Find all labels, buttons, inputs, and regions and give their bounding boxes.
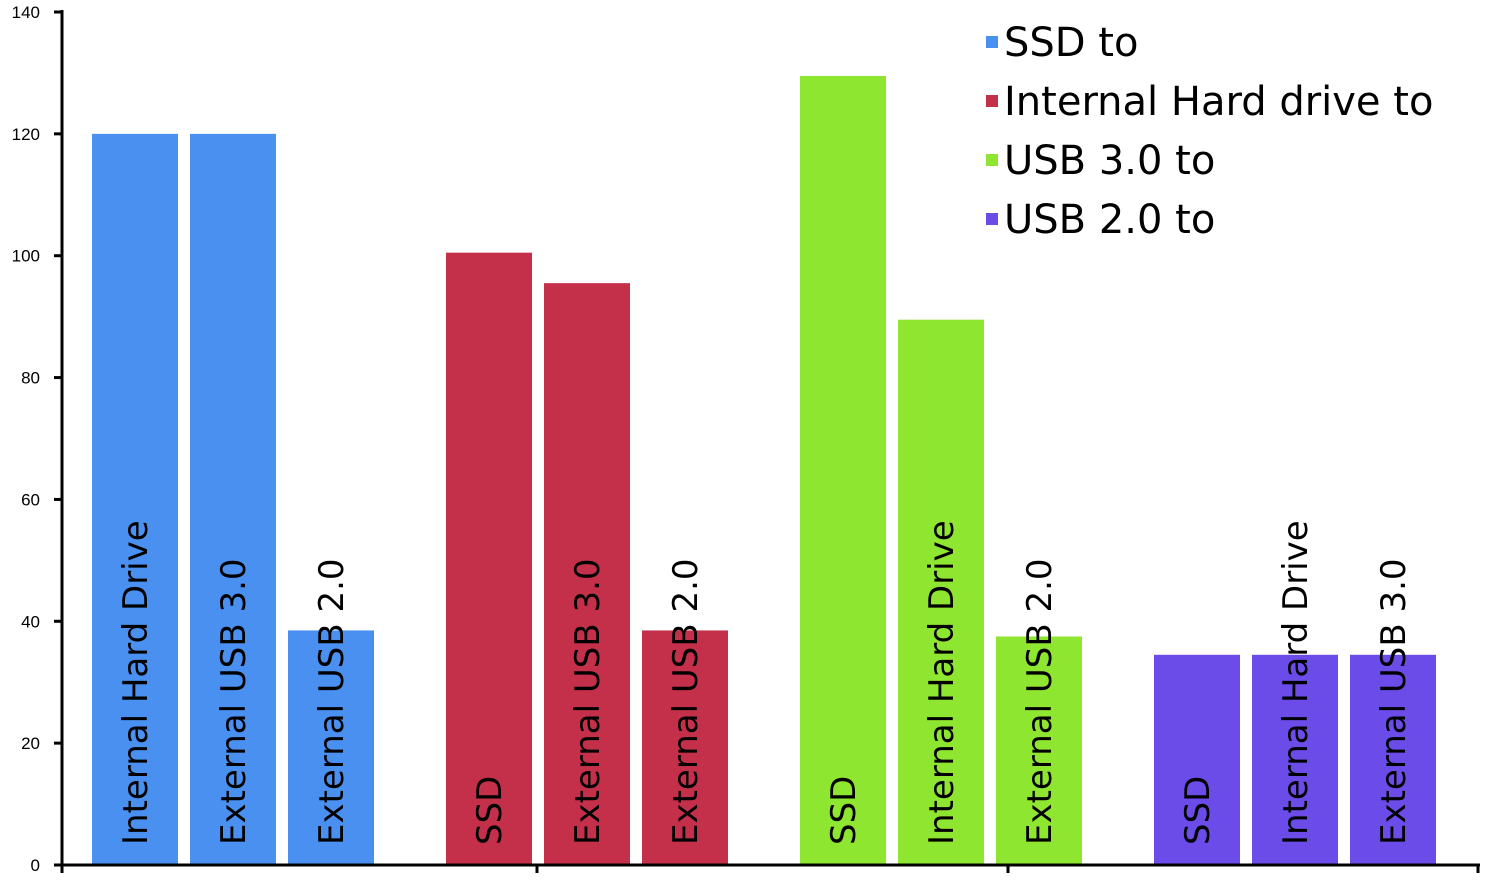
legend-swatch (986, 213, 998, 225)
bar-label: Internal Hard Drive (1276, 520, 1316, 845)
bar (800, 75, 886, 866)
legend-swatch (986, 95, 998, 107)
legend-label: Internal Hard drive to (1004, 79, 1433, 125)
y-tick-label: 100 (12, 247, 40, 266)
bar (898, 319, 984, 865)
bar-label: Internal Hard Drive (922, 520, 962, 845)
legend-entry: USB 3.0 to (986, 138, 1215, 184)
bar-label: External USB 3.0 (1374, 558, 1414, 845)
series-group: SSD Internal Hard Drive External USB 3.0 (1154, 520, 1436, 865)
bars-layer: Internal Hard Drive External USB 3.0 Exter… (92, 75, 1436, 866)
legend-entry: USB 2.0 to (986, 197, 1215, 243)
bar-label: Internal Hard Drive (116, 520, 156, 845)
legend-swatch (986, 36, 998, 48)
y-tick-label: 60 (21, 490, 40, 509)
bar-label: External USB 2.0 (312, 558, 352, 845)
y-tick-label: 0 (31, 856, 40, 875)
bar (190, 133, 276, 865)
legend-entry: Internal Hard drive to (986, 79, 1433, 125)
y-tick-label: 120 (12, 125, 40, 144)
bar-label: External USB 3.0 (214, 558, 254, 845)
bar (642, 630, 728, 865)
legend-label: USB 3.0 to (1004, 138, 1215, 184)
bar-label: External USB 2.0 (666, 558, 706, 845)
legend-label: SSD to (1004, 20, 1138, 66)
series-group: SSD Internal Hard Drive External USB 2.0 (800, 75, 1082, 866)
y-tick-label: 140 (12, 3, 40, 22)
bar-label: SSD (1178, 776, 1218, 845)
bar (996, 636, 1082, 865)
bar-label: External USB 2.0 (1020, 558, 1060, 845)
axes-layer: 0 20 40 60 80 100 120 140 (12, 3, 1480, 875)
legend-swatch (986, 154, 998, 166)
bar (544, 283, 630, 865)
bar (1154, 654, 1240, 865)
bar (1252, 654, 1338, 865)
bar (446, 252, 532, 866)
y-tick-label: 80 (21, 369, 40, 388)
legend: SSD to Internal Hard drive to USB 3.0 to US… (986, 20, 1433, 243)
y-tick-label: 20 (21, 734, 40, 753)
series-group: Internal Hard Drive External USB 3.0 Exter… (92, 133, 374, 865)
bar-label: SSD (824, 776, 864, 845)
series-group: SSD External USB 3.0 External USB 2.0 (446, 252, 728, 866)
bar (288, 630, 374, 865)
legend-label: USB 2.0 to (1004, 197, 1215, 243)
y-tick-label: 40 (21, 612, 40, 631)
bar-label: SSD (470, 776, 510, 845)
bar (1350, 654, 1436, 865)
legend-entry: SSD to (986, 20, 1138, 66)
bar (92, 133, 178, 865)
bar-label: External USB 3.0 (568, 558, 608, 845)
